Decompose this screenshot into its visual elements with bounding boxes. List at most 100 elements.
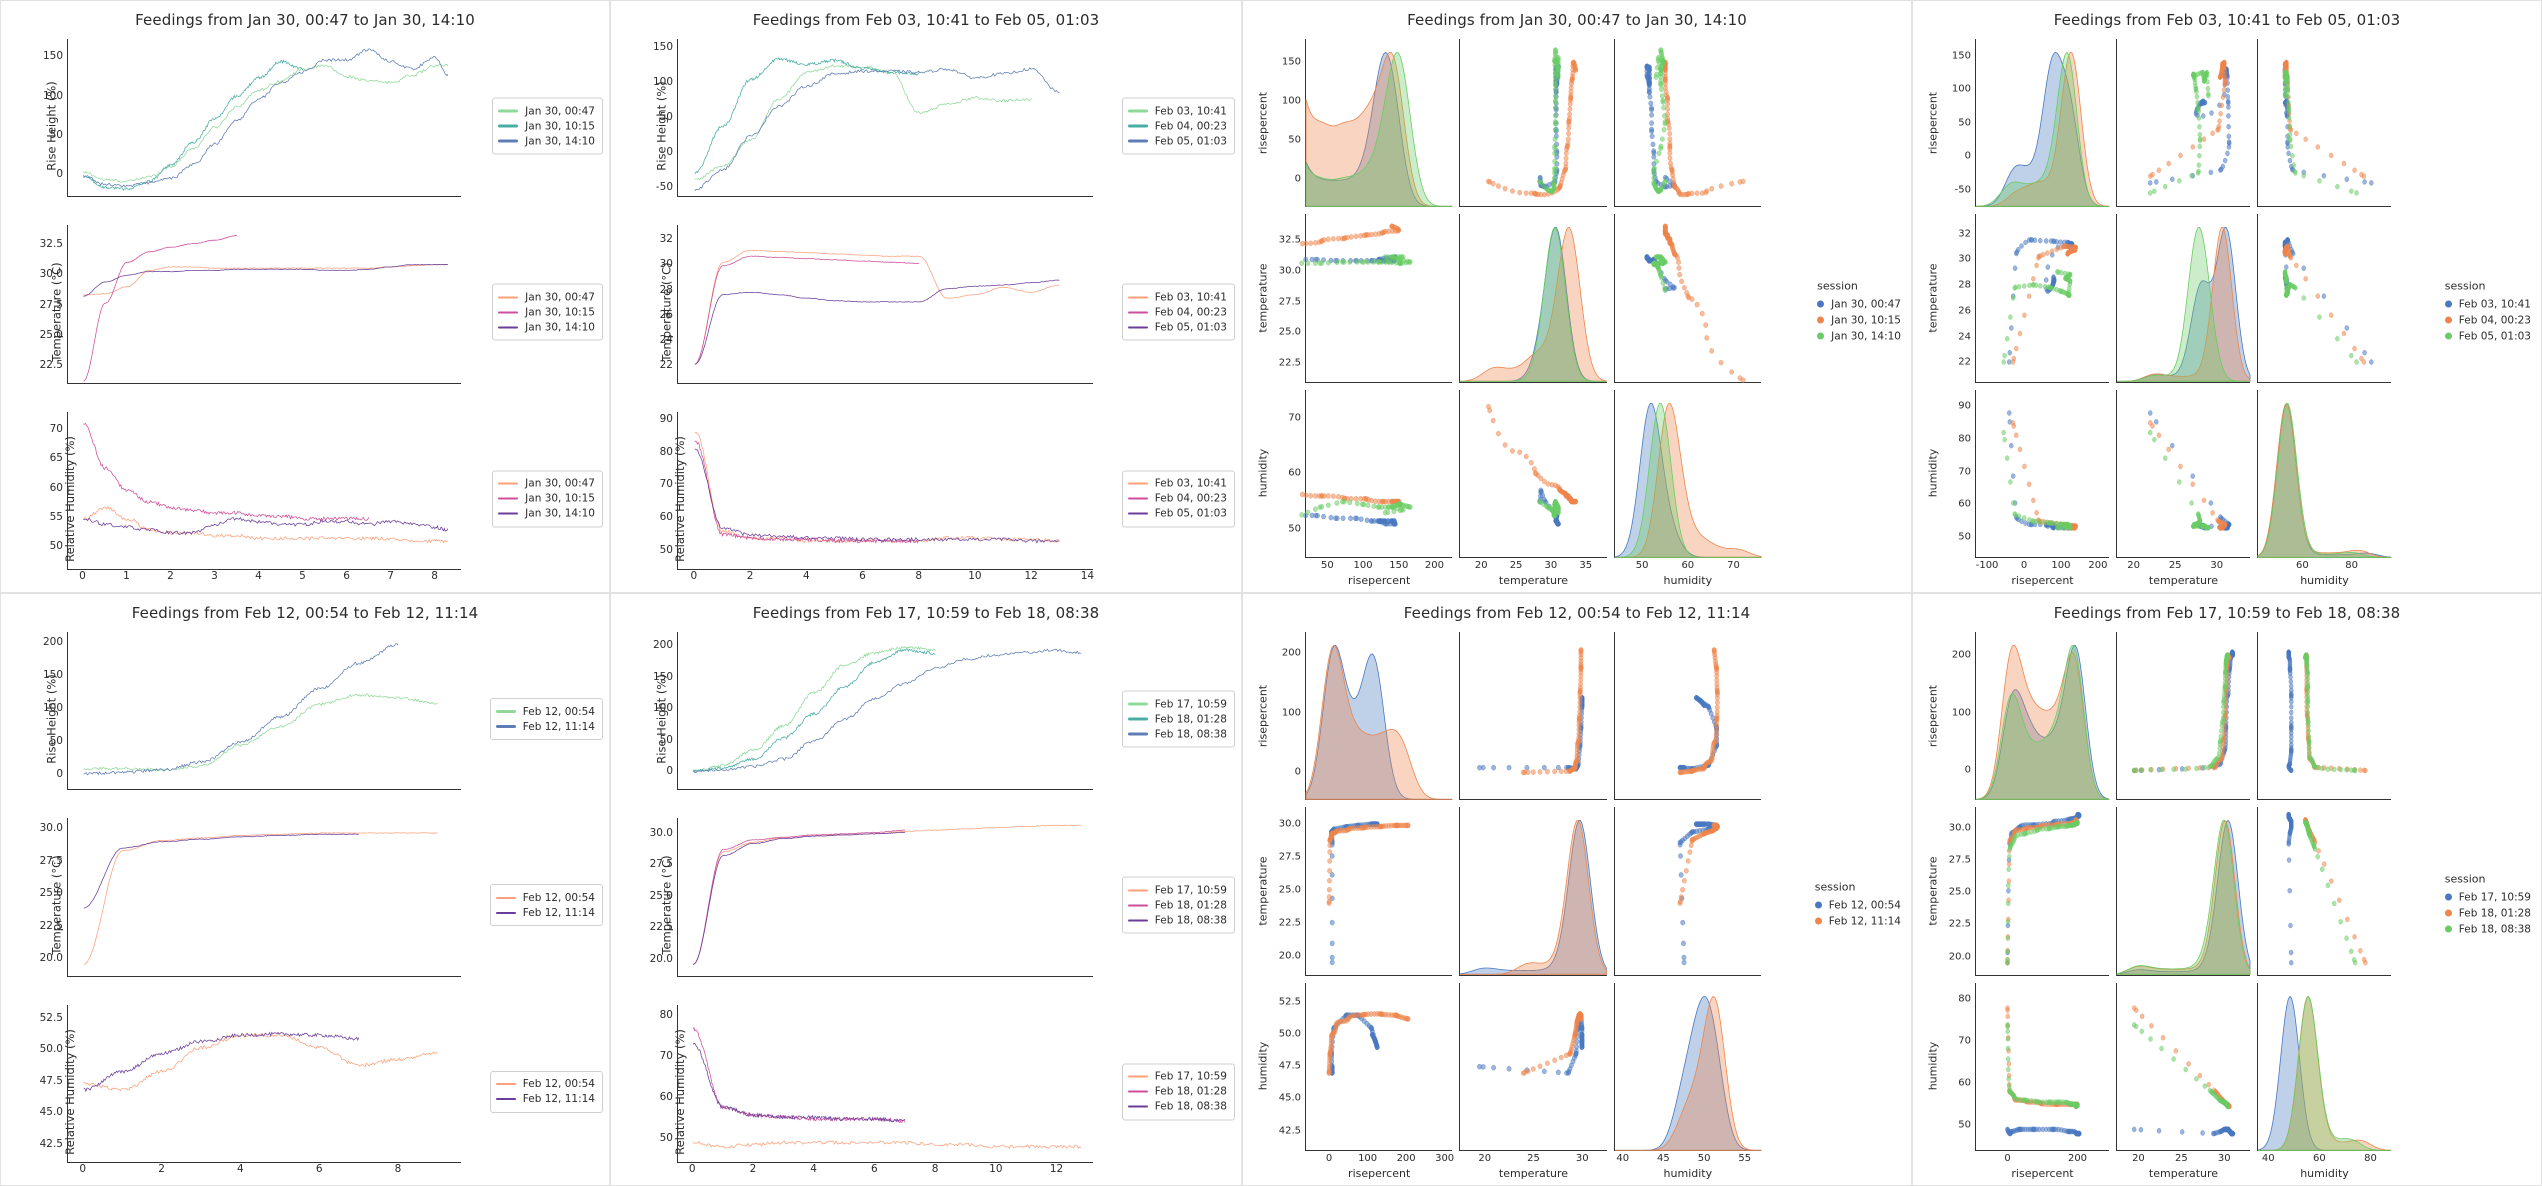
legend-item[interactable]: Feb 12, 00:54 <box>495 1077 595 1092</box>
legend-item[interactable]: Feb 05, 01:03 <box>2444 328 2531 344</box>
scatter-point <box>1524 454 1528 459</box>
legend[interactable]: Feb 03, 10:41 Feb 04, 00:23 Feb 05, 01:03 <box>1121 470 1235 528</box>
scatter-point <box>1668 282 1672 287</box>
legend-item[interactable]: Feb 12, 00:54 <box>495 704 595 719</box>
scatter-point <box>1531 1066 1535 1071</box>
y-tick: 200 <box>42 636 63 649</box>
legend[interactable]: session Jan 30, 00:47 Jan 30, 10:15 Jan 30,… <box>1817 279 1901 344</box>
legend-item[interactable]: Feb 03, 10:41 <box>2444 296 2531 312</box>
plot-svg <box>678 39 1093 196</box>
legend-item[interactable]: Feb 18, 01:28 <box>1127 898 1227 913</box>
legend-item[interactable]: Feb 18, 01:28 <box>1127 712 1227 727</box>
legend[interactable]: session Feb 03, 10:41 Feb 04, 00:23 Feb 05,… <box>2444 279 2531 344</box>
legend-item[interactable]: Feb 05, 01:03 <box>1127 506 1227 521</box>
legend-item[interactable]: Feb 18, 08:38 <box>1127 913 1227 928</box>
legend-item[interactable]: Jan 30, 14:10 <box>498 134 595 149</box>
legend-item[interactable]: Feb 18, 08:38 <box>1127 1099 1227 1114</box>
legend-item[interactable]: Feb 12, 00:54 <box>1814 897 1901 913</box>
legend[interactable]: Jan 30, 00:47 Jan 30, 10:15 Jan 30, 14:10 <box>492 283 603 341</box>
scatter-point <box>2045 251 2049 256</box>
legend-item[interactable]: Feb 12, 11:14 <box>1814 913 1901 929</box>
scatter-point <box>2307 728 2311 733</box>
legend[interactable]: Feb 17, 10:59 Feb 18, 01:28 Feb 18, 08:38 <box>1121 690 1235 748</box>
y-axis-label: risepercent <box>1256 684 1270 747</box>
scatter-point <box>2221 710 2225 715</box>
y-axis-label-wrap: humidity <box>1924 983 1942 1150</box>
legend-item[interactable]: Feb 17, 10:59 <box>1127 1069 1227 1084</box>
scatter-point <box>2231 1131 2235 1136</box>
legend-item[interactable]: Jan 30, 14:10 <box>498 320 595 335</box>
legend-item[interactable]: Feb 04, 00:23 <box>1127 305 1227 320</box>
legend[interactable]: Feb 17, 10:59 Feb 18, 01:28 Feb 18, 08:38 <box>1121 1063 1235 1121</box>
legend-item[interactable]: Feb 05, 01:03 <box>1127 134 1227 149</box>
plot-area <box>677 818 1093 977</box>
scatter-point <box>2369 180 2373 185</box>
legend-item[interactable]: Feb 18, 01:28 <box>1127 1084 1227 1099</box>
legend-item[interactable]: Feb 03, 10:41 <box>1127 476 1227 491</box>
legend-item[interactable]: Feb 12, 11:14 <box>495 905 595 920</box>
legend[interactable]: Jan 30, 00:47 Jan 30, 10:15 Jan 30, 14:10 <box>492 470 603 528</box>
legend-item[interactable]: Jan 30, 10:15 <box>498 491 595 506</box>
legend-item[interactable]: Jan 30, 00:47 <box>498 290 595 305</box>
legend[interactable]: Feb 12, 00:54 Feb 12, 11:14 <box>489 1070 603 1113</box>
scatter-point <box>2190 173 2194 178</box>
x-tick-labels: 20 25 30 <box>2117 557 2250 573</box>
y-axis-label-wrap: risepercent <box>1924 632 1942 799</box>
legend-item[interactable]: Jan 30, 00:47 <box>498 104 595 119</box>
y-tick: 60 <box>49 481 63 494</box>
scatter-point <box>1575 1044 1579 1049</box>
y-tick-labels: 200 100 0 <box>1264 632 1306 799</box>
scatter-point <box>1309 493 1313 498</box>
legend-item[interactable]: Feb 04, 00:23 <box>1127 491 1227 506</box>
scatter-point <box>2306 715 2310 720</box>
legend[interactable]: Feb 03, 10:41 Feb 04, 00:23 Feb 05, 01:03 <box>1121 283 1235 341</box>
legend-item[interactable]: Feb 12, 11:14 <box>495 719 595 734</box>
series-line <box>693 1043 905 1122</box>
scatter-point <box>2009 326 2013 331</box>
scatter-point <box>1389 224 1393 229</box>
legend[interactable]: Feb 12, 00:54 Feb 12, 11:14 <box>489 884 603 927</box>
legend[interactable]: Feb 17, 10:59 Feb 18, 01:28 Feb 18, 08:38 <box>1121 876 1235 934</box>
scatter-point <box>2170 443 2174 448</box>
legend[interactable]: session Feb 12, 00:54 Feb 12, 11:14 <box>1814 880 1901 929</box>
scatter-point <box>1649 112 1653 117</box>
legend-item[interactable]: Jan 30, 00:47 <box>498 476 595 491</box>
legend-item[interactable]: Jan 30, 00:47 <box>1817 296 1901 312</box>
scatter-point <box>2322 862 2326 867</box>
legend-item[interactable]: Jan 30, 14:10 <box>1817 328 1901 344</box>
legend-item[interactable]: Feb 03, 10:41 <box>1127 290 1227 305</box>
legend-item[interactable]: Jan 30, 10:15 <box>498 305 595 320</box>
scatter-point <box>1695 302 1699 307</box>
legend-item[interactable]: Feb 12, 00:54 <box>495 890 595 905</box>
legend-item[interactable]: Feb 05, 01:03 <box>1127 320 1227 335</box>
scatter-point <box>1684 291 1688 296</box>
legend-item[interactable]: Feb 04, 00:23 <box>2444 312 2531 328</box>
legend-item[interactable]: Feb 17, 10:59 <box>1127 697 1227 712</box>
scatter-point <box>1406 1016 1410 1021</box>
legend-dot-icon <box>1817 316 1825 324</box>
legend-item[interactable]: Feb 17, 10:59 <box>1127 883 1227 898</box>
pairplot-cell-humidity-vs-humidity: 40 45 50 55 humidity <box>1613 982 1761 1180</box>
legend-label: Feb 05, 01:03 <box>1154 507 1227 520</box>
legend[interactable]: Feb 03, 10:41 Feb 04, 00:23 Feb 05, 01:03 <box>1121 97 1235 155</box>
legend-item[interactable]: Jan 30, 10:15 <box>498 119 595 134</box>
legend-item[interactable]: Jan 30, 10:15 <box>1817 312 1901 328</box>
legend-label: Feb 12, 00:54 <box>522 1078 595 1091</box>
scatter-point <box>2016 247 2020 252</box>
scatter-point <box>2359 172 2363 177</box>
timeseries-body: Rise Height (%) 150 100 50 0 -50 Feb 03, 10:41… <box>611 33 1241 592</box>
legend-item[interactable]: Feb 03, 10:41 <box>1127 104 1227 119</box>
y-tick: 27.5 <box>39 298 63 311</box>
legend-item[interactable]: Jan 30, 14:10 <box>498 506 595 521</box>
pairplot-cell-risepercent-vs-risepercent: 200 100 0 risepercent <box>1257 632 1453 801</box>
legend-item[interactable]: Feb 12, 11:14 <box>495 1092 595 1107</box>
x-tick: 8 <box>431 569 438 582</box>
x-tick: 12 <box>1049 1162 1064 1175</box>
legend[interactable]: Feb 12, 00:54 Feb 12, 11:14 <box>489 698 603 741</box>
scatter-point <box>2221 95 2225 100</box>
legend-label: Feb 12, 11:14 <box>522 1093 595 1106</box>
legend-item[interactable]: Feb 04, 00:23 <box>1127 119 1227 134</box>
y-axis-label-wrap: temperature <box>1254 214 1272 381</box>
legend-item[interactable]: Feb 18, 08:38 <box>1127 727 1227 742</box>
legend[interactable]: Jan 30, 00:47 Jan 30, 10:15 Jan 30, 14:10 <box>492 97 603 155</box>
